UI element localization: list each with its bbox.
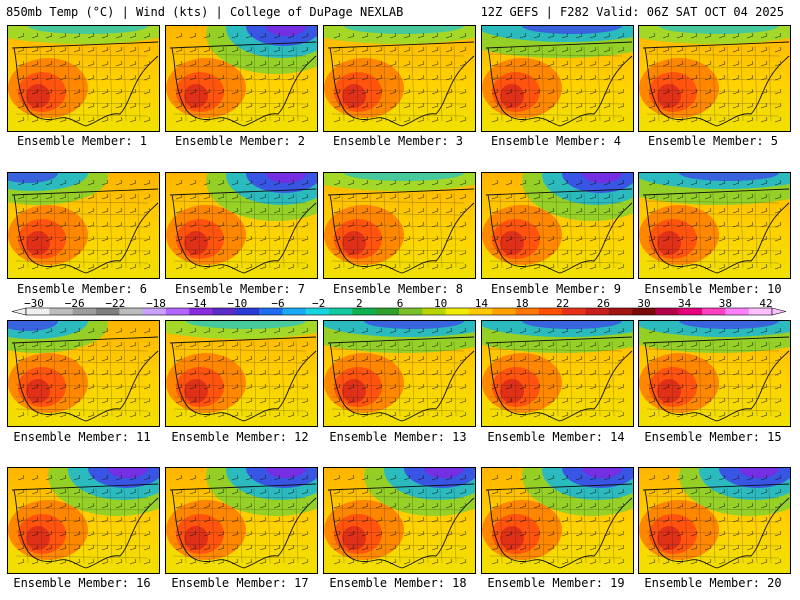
scale-tick-label: −26 <box>65 298 85 310</box>
scale-tick-label: −18 <box>146 298 166 310</box>
ensemble-member-map <box>165 467 318 574</box>
ensemble-member-map <box>323 467 476 574</box>
ensemble-member-label: Ensemble Member: 10 <box>644 282 782 296</box>
ensemble-member-label: Ensemble Member: 3 <box>332 134 464 148</box>
scale-swatch <box>399 308 423 315</box>
ensemble-member-map <box>638 320 791 427</box>
scale-swatch <box>655 308 680 315</box>
scale-swatch <box>189 308 213 315</box>
scale-swatch <box>515 308 540 315</box>
scale-swatch <box>212 308 237 315</box>
scale-max-arrow <box>771 307 787 316</box>
ensemble-member-map <box>165 25 318 132</box>
ensemble-member-label: Ensemble Member: 11 <box>13 430 151 444</box>
scale-tick-label: 2 <box>356 298 363 310</box>
ensemble-member-label: Ensemble Member: 1 <box>16 134 148 148</box>
ensemble-member-map <box>323 320 476 427</box>
map-title: 850mb Temp (°C) | Wind (kts) | College o… <box>6 5 404 19</box>
scale-swatch <box>468 308 493 315</box>
ensemble-member-map <box>481 467 634 574</box>
model-valid-time: 12Z GEFS | F282 Valid: 06Z SAT OCT 04 20… <box>480 5 784 19</box>
scale-tick-label: −14 <box>187 298 207 310</box>
ensemble-member-label: Ensemble Member: 15 <box>644 430 782 444</box>
ensemble-member-label: Ensemble Member: 12 <box>171 430 309 444</box>
scale-tick-label: −2 <box>312 298 325 310</box>
ensemble-member-map <box>638 172 791 279</box>
scale-swatch <box>352 308 376 315</box>
scale-swatch <box>49 308 73 315</box>
ensemble-member-map <box>323 25 476 132</box>
scale-swatch <box>375 308 400 315</box>
ensemble-member-label: Ensemble Member: 14 <box>487 430 625 444</box>
scale-tick-label: 38 <box>719 298 732 310</box>
scale-swatch <box>678 308 703 315</box>
ensemble-member-label: Ensemble Member: 9 <box>490 282 622 296</box>
scale-swatch <box>165 308 190 315</box>
scale-swatch <box>445 308 470 315</box>
ensemble-member-label: Ensemble Member: 8 <box>332 282 464 296</box>
scale-swatch <box>259 308 283 315</box>
scale-swatch <box>702 308 726 315</box>
ensemble-member-label: Ensemble Member: 6 <box>16 282 148 296</box>
scale-swatch <box>119 308 143 315</box>
scale-swatch <box>26 308 50 315</box>
ensemble-member-map <box>638 25 791 132</box>
ensemble-member-label: Ensemble Member: 2 <box>174 134 306 148</box>
scale-tick-label: −22 <box>105 298 125 310</box>
scale-tick-label: 42 <box>759 298 772 310</box>
scale-swatch <box>305 308 330 315</box>
scale-swatch <box>585 308 610 315</box>
scale-tick-label: 34 <box>678 298 692 310</box>
ensemble-member-map <box>165 320 318 427</box>
scale-swatch <box>562 308 586 315</box>
ensemble-member-label: Ensemble Member: 18 <box>329 576 467 590</box>
ensemble-member-label: Ensemble Member: 20 <box>644 576 782 590</box>
ensemble-member-label: Ensemble Member: 4 <box>490 134 622 148</box>
scale-swatch <box>329 308 353 315</box>
ensemble-member-label: Ensemble Member: 17 <box>171 576 309 590</box>
ensemble-member-map <box>7 320 160 427</box>
ensemble-member-map <box>7 25 160 132</box>
ensemble-member-map <box>7 172 160 279</box>
scale-swatch <box>608 308 633 315</box>
ensemble-member-label: Ensemble Member: 5 <box>647 134 779 148</box>
scale-swatch <box>235 308 260 315</box>
ensemble-member-map <box>165 172 318 279</box>
ensemble-member-label: Ensemble Member: 7 <box>174 282 306 296</box>
scale-swatch <box>748 308 773 315</box>
scale-tick-label: 10 <box>434 298 447 310</box>
ensemble-member-map <box>481 172 634 279</box>
scale-swatch <box>492 308 516 315</box>
ensemble-member-map <box>7 467 160 574</box>
scale-swatch <box>422 308 446 315</box>
scale-swatch <box>725 308 749 315</box>
ensemble-member-map <box>481 320 634 427</box>
scale-tick-label: 18 <box>515 298 528 310</box>
scale-swatch <box>632 308 656 315</box>
ensemble-member-map <box>323 172 476 279</box>
scale-swatch <box>282 308 307 315</box>
ensemble-member-label: Ensemble Member: 19 <box>487 576 625 590</box>
color-scale-bar: −30 −26 −22 −18 −14 −10 −6 −2 2 6 10 14 18 22 26 30 34 38… <box>0 298 800 320</box>
ensemble-member-label: Ensemble Member: 16 <box>13 576 151 590</box>
scale-swatch <box>95 308 120 315</box>
scale-tick-label: 22 <box>556 298 569 310</box>
scale-tick-label: 30 <box>637 298 650 310</box>
ensemble-member-label: Ensemble Member: 13 <box>329 430 467 444</box>
scale-tick-label: 14 <box>475 298 489 310</box>
scale-tick-label: 26 <box>597 298 610 310</box>
scale-tick-label: −6 <box>271 298 284 310</box>
ensemble-member-map <box>481 25 634 132</box>
scale-tick-label: −30 <box>24 298 44 310</box>
scale-swatch <box>72 308 97 315</box>
scale-swatch <box>142 308 167 315</box>
scale-tick-label: −10 <box>227 298 247 310</box>
scale-tick-label: 6 <box>397 298 404 310</box>
scale-swatch <box>538 308 563 315</box>
ensemble-member-map <box>638 467 791 574</box>
